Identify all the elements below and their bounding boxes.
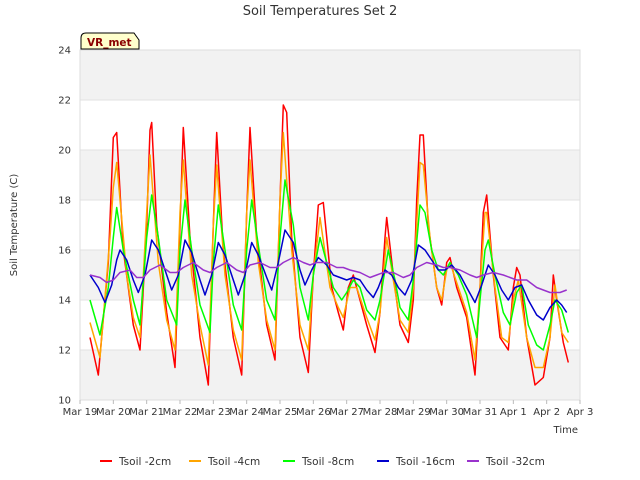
series-line [89,131,569,369]
x-tick-label: Mar 20 [96,407,131,418]
series-line [89,229,568,321]
legend-label: Tsoil -32cm [485,456,545,468]
badge-label: VR_met [87,37,132,49]
x-tick-label: Mar 28 [363,407,398,418]
y-tick-label: 24 [58,46,71,57]
grid-band [80,50,580,100]
x-tick-label: Mar 25 [263,407,298,418]
y-tick-label: 16 [58,246,71,257]
series-line [89,179,570,351]
x-tick-label: Mar 22 [163,407,198,418]
series-line [89,256,567,294]
x-tick-label: Mar 29 [396,407,431,418]
chart-title: Soil Temperatures Set 2 [243,4,398,19]
x-tick-label: Mar 27 [329,407,364,418]
legend: Tsoil -2cm Tsoil -4cm Tsoil -8cm Tsoil -16c… [100,456,545,468]
y-tick-label: 22 [58,96,71,107]
legend-label: Tsoil -8cm [301,456,354,468]
y-tick-label: 12 [58,346,71,357]
vr-met-badge: VR_met [80,32,140,50]
background-bands [80,50,580,400]
x-tick-label: Apr 3 [567,407,594,418]
y-tick-label: 18 [58,196,71,207]
y-tick-label: 20 [58,146,71,157]
grid-band [80,150,580,200]
x-tick-label: Mar 31 [463,407,498,418]
x-tick-label: Mar 30 [429,407,464,418]
series-lines [89,104,570,386]
x-tick-label: Apr 2 [533,407,560,418]
x-tick-label: Mar 23 [196,407,231,418]
y-gridlines [79,49,581,401]
plot-area [80,50,580,400]
y-axis-label: Soil Temperature (C) [9,174,20,277]
x-tick-label: Mar 19 [63,407,98,418]
badge-shape [80,32,140,50]
x-tick-label: Apr 1 [500,407,527,418]
y-tick-label: 14 [58,296,71,307]
y-tick-label: 10 [58,396,71,407]
legend-label: Tsoil -16cm [395,456,455,468]
legend-label: Tsoil -4cm [207,456,260,468]
y-tick-labels: 10 12 14 16 18 20 22 24 [58,46,71,407]
x-axis-label: Time [553,425,578,436]
grid-band [80,350,580,400]
x-tick-label: Mar 26 [296,407,331,418]
plot-border [79,49,581,401]
legend-label: Tsoil -2cm [118,456,171,468]
x-tick-label: Mar 24 [229,407,264,418]
x-tick-label: Mar 21 [129,407,164,418]
